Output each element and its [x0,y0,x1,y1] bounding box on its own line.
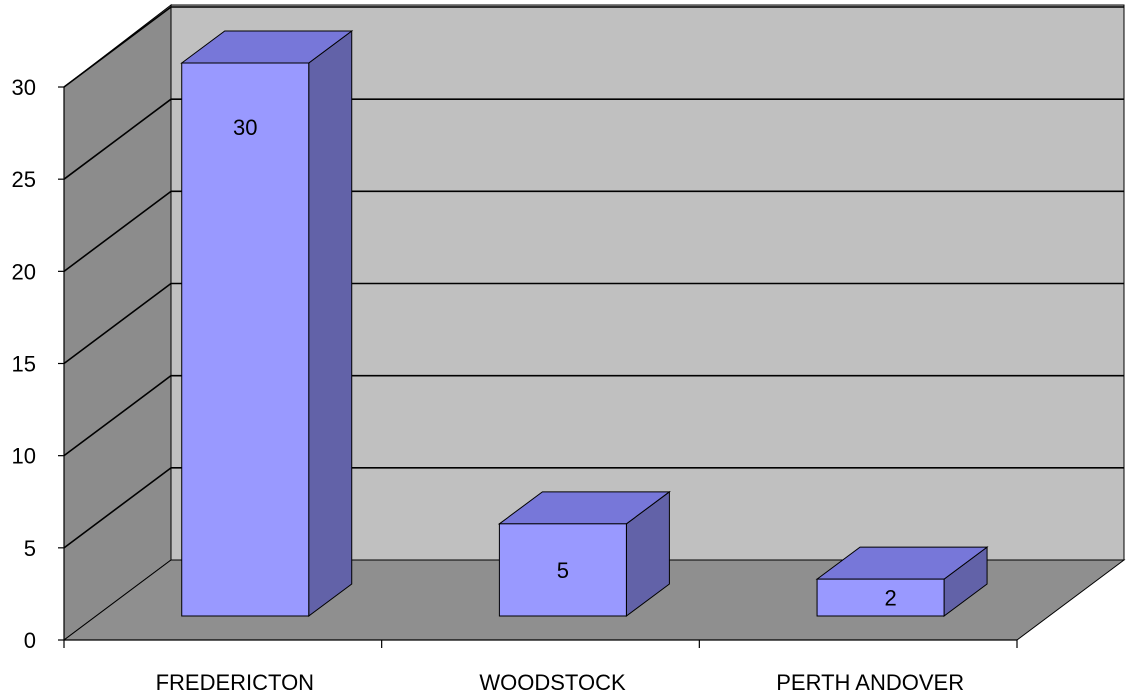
data-label: 5 [557,558,569,583]
side-wall [63,3,172,641]
x-category-label: PERTH ANDOVER [776,670,964,695]
y-tick-label: 30 [12,75,36,100]
gridline-side-20 [63,190,172,272]
y-tick-label: 5 [24,536,36,561]
data-label: 30 [233,115,257,140]
x-category-label: FREDERICTON [156,670,315,695]
gridline-side-25 [63,98,172,180]
gridline-side-30 [63,6,172,88]
y-tick-label: 20 [12,259,36,284]
x-category-label: WOODSTOCK [479,670,626,695]
gridline-side-10 [63,375,172,457]
bar-side-0 [308,30,353,617]
y-tick-label: 15 [12,352,36,377]
bar-woodstock [498,523,627,617]
y-tick-label: 0 [24,628,36,653]
gridline-side-15 [63,282,172,365]
y-tick-label: 25 [12,167,36,192]
chart-axes [58,86,1018,648]
chart-labels: 0 5 10 15 20 25 30 30 FREDERICTON 5 WOODSTOCK 2 PERT… [12,75,965,695]
data-label: 2 [884,586,896,611]
y-tick-label: 10 [12,444,36,469]
bar-fredericton [181,62,310,617]
chart-bars [180,30,989,617]
bar-perth-andover [816,578,945,617]
gridline-side-5 [63,467,172,549]
